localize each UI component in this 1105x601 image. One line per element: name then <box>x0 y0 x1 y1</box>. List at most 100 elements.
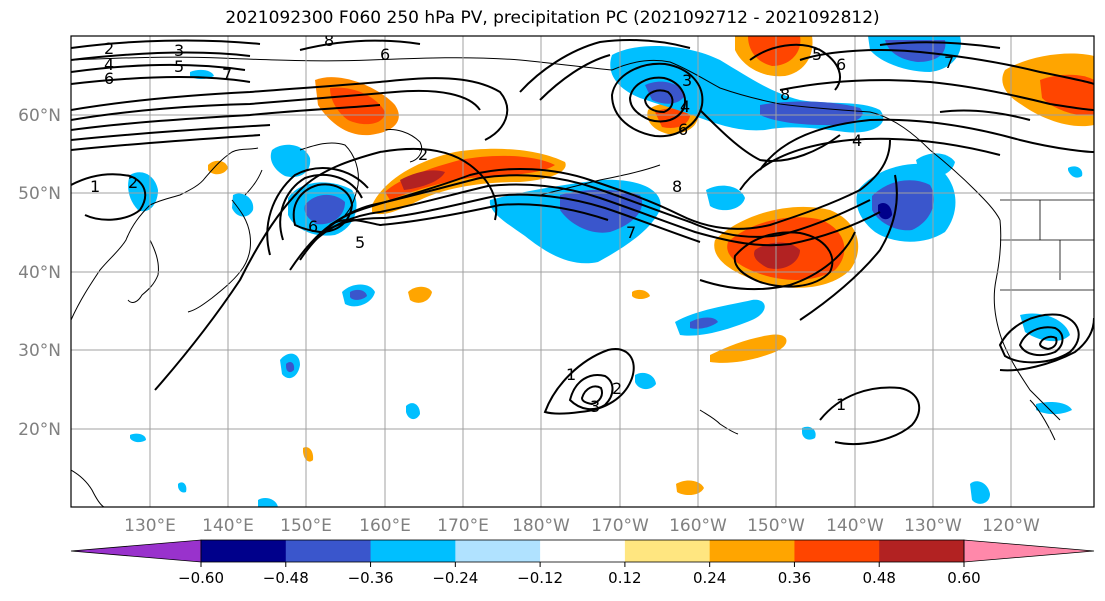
lon-label: 120°W <box>982 516 1040 536</box>
state-borders <box>1000 199 1094 291</box>
colorbar-outline <box>200 539 965 563</box>
negative-anomaly-core <box>645 81 685 104</box>
pv-contour <box>779 79 1094 111</box>
negative-anomaly-region <box>706 185 745 211</box>
contour-label: 6 <box>678 120 688 139</box>
pv-contour <box>319 193 701 243</box>
contour-label: 4 <box>852 131 862 150</box>
pv-contour <box>71 104 381 131</box>
colorbar-tick-label: −0.36 <box>348 569 394 587</box>
coastline-east-asia <box>71 147 259 321</box>
pv-contour <box>299 174 871 261</box>
pv-contour <box>71 51 251 61</box>
pv-contour <box>999 317 1094 372</box>
colorbar-tick-label: 0.24 <box>693 569 726 587</box>
pv-contour <box>568 374 614 411</box>
colorbar-cell <box>879 540 965 562</box>
contour-label: 6 <box>104 69 114 88</box>
lon-label: 140°W <box>826 516 884 536</box>
coastline-korea <box>127 239 159 303</box>
colorbar-cell <box>624 540 711 562</box>
negative-anomaly-core <box>690 317 718 329</box>
negative-anomaly-region <box>130 433 146 443</box>
contour-label: 1 <box>836 395 846 414</box>
pv-contour <box>299 39 421 51</box>
pv-contour <box>733 231 834 288</box>
contour-label: 3 <box>590 397 600 416</box>
pv-contour <box>749 43 841 91</box>
pv-contour <box>759 118 1094 171</box>
lat-label: 30°N <box>18 341 61 361</box>
pv-contour <box>739 137 1001 191</box>
latitude-labels: 60°N 50°N 40°N 30°N 20°N <box>18 106 61 440</box>
negative-anomaly-core <box>760 101 863 126</box>
positive-anomaly-max <box>754 242 800 269</box>
negative-anomaly-region <box>970 481 990 504</box>
gridlines <box>71 36 1094 507</box>
pv-contour <box>699 109 841 162</box>
contour-label: 4 <box>104 55 114 74</box>
colorbar-tick-label: 0.12 <box>608 569 641 587</box>
negative-anomaly-max <box>878 203 892 220</box>
pv-contour <box>543 348 635 415</box>
positive-anomaly-region <box>408 286 432 303</box>
negative-anomaly-core <box>286 362 295 373</box>
contour-label: 2 <box>612 379 622 398</box>
contour-label: 5 <box>812 45 822 64</box>
positive-anomaly-core <box>385 155 555 200</box>
positive-anomaly-region <box>710 334 787 363</box>
contour-label: 2 <box>418 145 428 164</box>
pv-contour <box>1038 335 1058 351</box>
pv-contour <box>71 124 271 141</box>
positive-anomaly-region <box>632 289 650 299</box>
pv-contour <box>1018 326 1064 357</box>
colorbar-cell <box>455 540 541 562</box>
pv-contour <box>266 167 369 256</box>
pv-contour <box>539 54 611 101</box>
negative-anomaly-region <box>258 498 278 507</box>
colorbar-tick-label: −0.12 <box>517 569 563 587</box>
pv-contour <box>71 89 481 121</box>
negative-anomaly-region <box>802 426 816 440</box>
contour-label: 6 <box>836 55 846 74</box>
positive-anomaly-max <box>400 170 445 190</box>
contour-label: 6 <box>308 217 318 236</box>
contour-label: 1 <box>90 177 100 196</box>
contour-label: 7 <box>222 65 232 84</box>
colorbar-tick-label: 0.36 <box>778 569 811 587</box>
pv-contour <box>879 41 1001 49</box>
negative-anomaly-region <box>916 153 955 177</box>
contour-label: 4 <box>680 97 690 116</box>
lon-label: 180°W <box>512 516 570 536</box>
pv-contour <box>799 49 1094 85</box>
lon-label: 170°E <box>437 516 489 536</box>
pv-contour <box>799 174 898 321</box>
pv-contour <box>71 173 147 221</box>
colorbar-tick-label: 0.48 <box>863 569 896 587</box>
colorbar-cells <box>70 539 1095 563</box>
contour-label: 3 <box>682 71 692 90</box>
colorbar-tick-label: −0.24 <box>432 569 478 587</box>
contour-label: 6 <box>380 45 390 64</box>
contour-label: 2 <box>104 39 114 58</box>
contour-label: 8 <box>672 177 682 196</box>
colorbar-cell <box>709 540 795 562</box>
contour-label: 8 <box>324 31 334 50</box>
colorbar-tick-label: 0.60 <box>947 569 980 587</box>
colorbar: −0.60 −0.48 −0.36 −0.24 −0.12 0.12 0.24 0.36 0.4… <box>70 539 1095 587</box>
pv-contour-labels: 2 3 4 5 6 7 8 6 2 1 5 6 7 8 6 4 3 1 2 3 … <box>90 31 954 416</box>
contour-label: 8 <box>780 85 790 104</box>
lon-label: 160°E <box>359 516 411 536</box>
contour-label: 7 <box>944 53 954 72</box>
colorbar-min-extension <box>70 539 202 563</box>
coastline-hawaii <box>699 409 739 435</box>
pv-contour <box>71 134 261 151</box>
pv-contour <box>939 109 1031 121</box>
lon-label: 150°E <box>280 516 332 536</box>
lon-label: 130°E <box>124 516 176 536</box>
negative-anomaly-core <box>304 194 345 225</box>
colorbar-max-extension <box>963 539 1095 563</box>
pv-contour <box>643 89 674 114</box>
coastline-siberia <box>71 56 613 71</box>
lon-label: 130°W <box>904 516 962 536</box>
